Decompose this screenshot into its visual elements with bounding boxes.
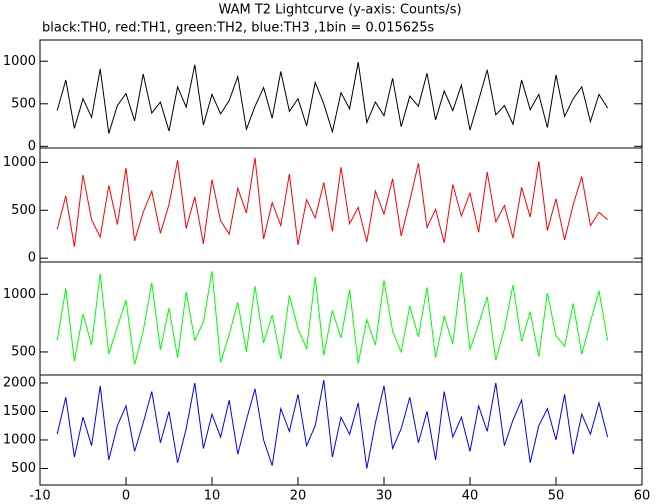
y-tick-label: 500 — [11, 203, 36, 218]
panel-frame — [39, 261, 643, 376]
y-tick-label: 500 — [11, 461, 36, 476]
x-tick-label: -10 — [29, 489, 50, 504]
y-tick-label: 500 — [11, 96, 36, 111]
y-tick-label: 1000 — [3, 54, 36, 69]
x-tick-label: 30 — [376, 489, 393, 504]
panel-frame — [39, 374, 643, 486]
chart-subtitle: black:TH0, red:TH1, green:TH2, blue:TH3 … — [42, 21, 435, 36]
x-tick-label: 0 — [122, 489, 130, 504]
x-tick-label: 10 — [204, 489, 221, 504]
x-tick-label: 20 — [290, 489, 307, 504]
x-tick-label: 40 — [462, 489, 479, 504]
y-tick-label: 500 — [11, 344, 36, 359]
y-tick-label: 0 — [28, 139, 36, 154]
y-tick-label: 1000 — [3, 155, 36, 170]
y-tick-label: 2000 — [3, 375, 36, 390]
lightcurve — [56, 157, 608, 247]
y-tick-label: 0 — [28, 251, 36, 266]
y-tick-label: 1000 — [3, 287, 36, 302]
y-tick-label: 1500 — [3, 404, 36, 419]
lightcurve — [56, 380, 609, 469]
lightcurve — [56, 62, 609, 134]
chart-title: WAM T2 Lightcurve (y-axis: Counts/s) — [218, 3, 461, 18]
x-tick-label: 50 — [548, 489, 565, 504]
y-tick-label: 1000 — [3, 432, 36, 447]
x-tick-label: 60 — [634, 489, 651, 504]
lightcurve — [56, 271, 609, 365]
